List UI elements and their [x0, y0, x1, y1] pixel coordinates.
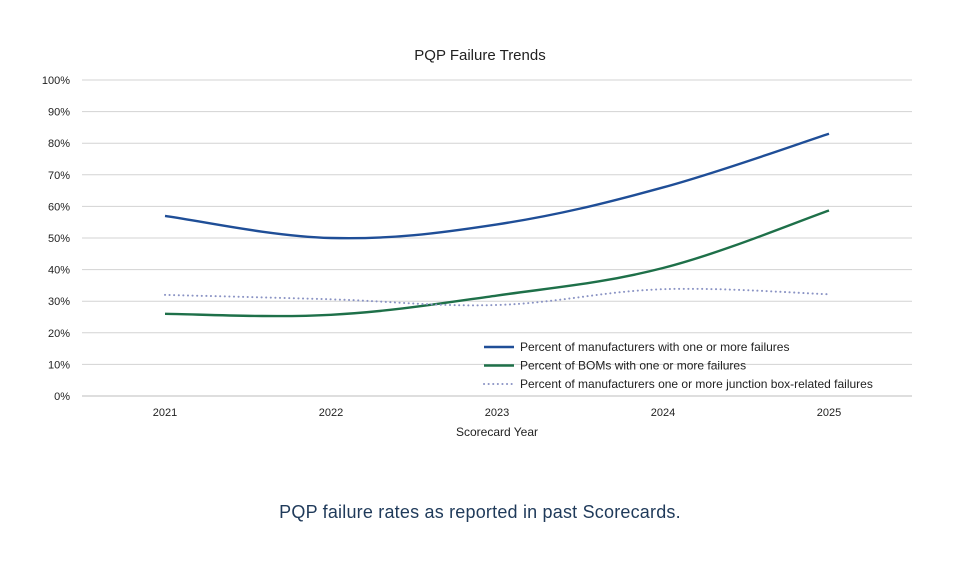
line-chart: PQP Failure Trends 0% 10% 20% 30% 40% 50% 60% 7… — [42, 47, 912, 439]
y-tick-label: 70% — [48, 170, 70, 182]
series-lines — [164, 132, 830, 318]
series-line-2 — [164, 209, 830, 318]
y-tick-label: 20% — [48, 328, 70, 340]
legend-label: Percent of BOMs with one or more failure… — [520, 359, 746, 373]
gridlines — [82, 79, 912, 397]
figure-caption: PQP failure rates as reported in past Sc… — [279, 502, 681, 522]
y-tick-label: 100% — [42, 75, 70, 87]
legend: Percent of manufacturers with one or mor… — [483, 340, 873, 391]
y-tick-label: 60% — [48, 201, 70, 213]
series-line-1 — [164, 132, 830, 240]
x-axis-ticks: 2021 2022 2023 2024 2025 — [153, 407, 841, 419]
x-tick-label: 2023 — [485, 407, 509, 419]
x-tick-label: 2022 — [319, 407, 343, 419]
y-tick-label: 50% — [48, 233, 70, 245]
y-tick-label: 30% — [48, 296, 70, 308]
y-tick-label: 0% — [54, 391, 70, 403]
y-tick-label: 80% — [48, 138, 70, 150]
series-line-3 — [164, 287, 830, 307]
y-axis-ticks: 0% 10% 20% 30% 40% 50% 60% 70% 80% 90% 100% — [42, 75, 70, 403]
legend-label: Percent of manufacturers with one or mor… — [520, 340, 789, 354]
x-tick-label: 2021 — [153, 407, 177, 419]
x-axis-label: Scorecard Year — [456, 425, 538, 439]
y-tick-label: 90% — [48, 107, 70, 119]
x-tick-label: 2025 — [817, 407, 841, 419]
legend-label: Percent of manufacturers one or more jun… — [520, 377, 873, 391]
y-tick-label: 40% — [48, 265, 70, 277]
x-tick-label: 2024 — [651, 407, 675, 419]
y-tick-label: 10% — [48, 359, 70, 371]
chart-title: PQP Failure Trends — [414, 47, 545, 64]
